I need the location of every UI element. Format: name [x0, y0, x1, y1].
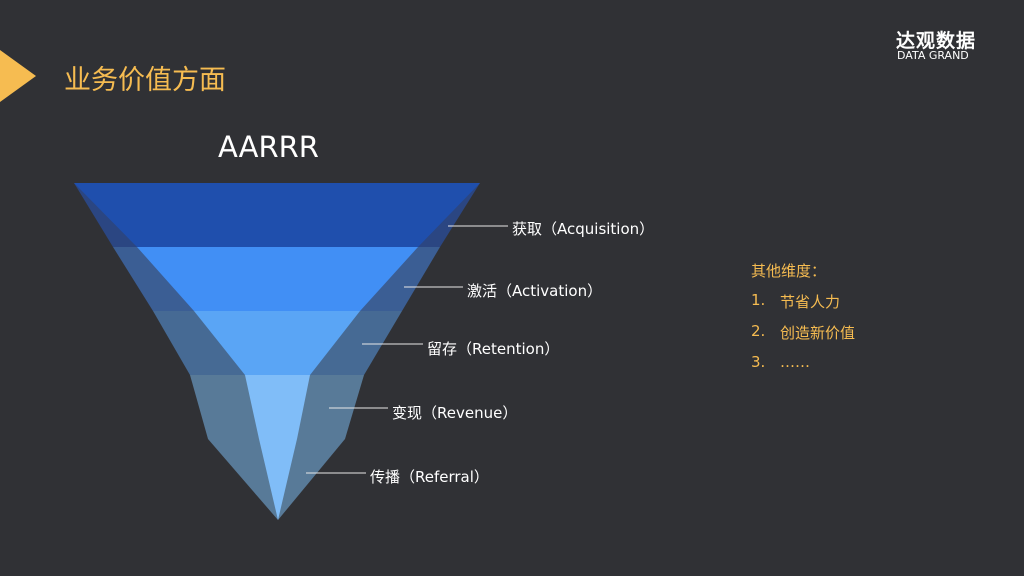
- funnel-title: AARRR: [218, 130, 319, 164]
- funnel-stage-band: [194, 311, 360, 375]
- other-item-num: 2.: [751, 322, 766, 340]
- funnel-stage-band: [137, 247, 418, 311]
- stage-label-activation: 激活（Activation）: [467, 282, 603, 300]
- stage-label-revenue: 变现（Revenue）: [392, 404, 518, 422]
- logo-subtext: DATA GRAND: [897, 49, 969, 62]
- page-title: 业务价值方面: [64, 65, 226, 96]
- other-heading: 其他维度：: [751, 262, 827, 280]
- funnel-stage-band: [245, 375, 310, 439]
- funnel-stage-band: [259, 439, 297, 520]
- header-arrow-icon: [0, 50, 36, 102]
- stage-label-acquisition: 获取（Acquisition）: [512, 220, 655, 238]
- logo-text: 达观数据: [896, 30, 977, 52]
- other-item-num: 1.: [751, 291, 766, 309]
- funnel-stage-band: [74, 183, 480, 247]
- other-item-num: 3.: [751, 353, 766, 371]
- stage-label-retention: 留存（Retention）: [427, 340, 560, 358]
- other-item: ……: [780, 353, 810, 371]
- other-item: 创造新价值: [780, 324, 856, 342]
- other-item: 节省人力: [780, 293, 841, 311]
- stage-label-referral: 传播（Referral）: [370, 468, 489, 486]
